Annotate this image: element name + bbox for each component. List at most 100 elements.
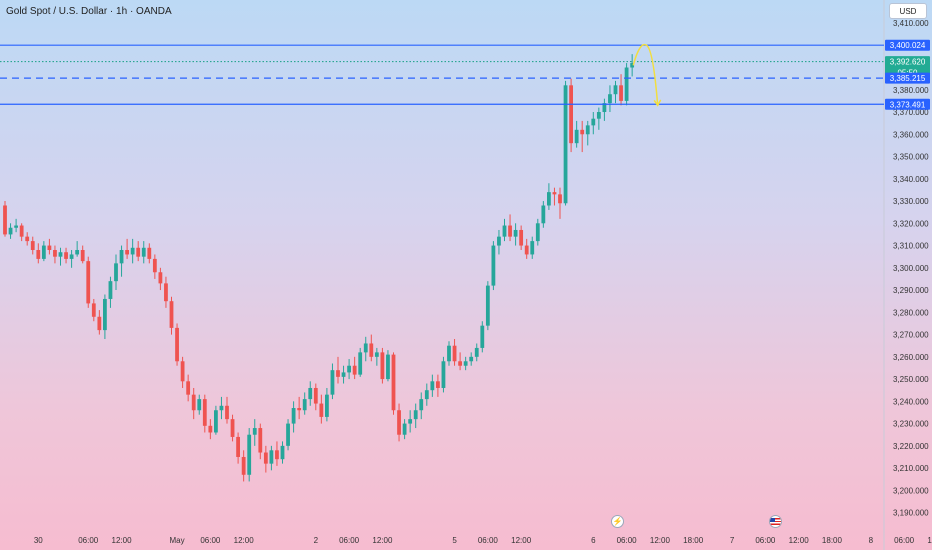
candle-body <box>286 423 290 446</box>
candle <box>341 365 346 384</box>
candle <box>86 256 91 308</box>
candle-body <box>164 283 168 302</box>
candle <box>624 63 629 106</box>
candle <box>613 80 618 104</box>
candle-body <box>25 236 30 242</box>
candle-body <box>602 103 607 113</box>
candle <box>147 243 152 264</box>
candle-body <box>241 456 246 475</box>
candle-body <box>36 250 41 259</box>
y-tick-label: 3,210.000 <box>893 464 929 473</box>
candle-body <box>608 94 612 104</box>
us-flag-icon[interactable] <box>769 515 782 528</box>
candle <box>175 323 179 366</box>
candle <box>53 245 57 264</box>
candle-body <box>419 399 424 411</box>
candle-body <box>53 250 57 257</box>
candle-body <box>441 361 446 388</box>
x-tick-label: 06:00 <box>755 536 776 545</box>
candle <box>325 387 329 422</box>
candle <box>36 243 41 264</box>
candle-body <box>302 399 307 411</box>
candle <box>374 347 379 366</box>
x-tick-label: 18:00 <box>822 536 843 545</box>
candle-body <box>352 365 357 375</box>
x-tick-label: 06:00 <box>78 536 99 545</box>
candle <box>408 410 413 433</box>
candle-body <box>325 394 329 417</box>
candle <box>302 392 307 415</box>
candle-body <box>3 205 7 235</box>
candle-body <box>180 361 185 382</box>
candle <box>535 218 540 246</box>
currency-button[interactable]: USD <box>889 3 927 19</box>
candle <box>552 187 557 206</box>
candle <box>202 394 207 433</box>
candle-body <box>125 250 129 255</box>
y-tick-label: 3,280.000 <box>893 308 929 317</box>
candle-body <box>347 365 351 373</box>
candle-body <box>58 252 63 257</box>
candle-body <box>75 250 80 255</box>
y-tick-label: 3,350.000 <box>893 153 929 162</box>
y-tick-label: 3,340.000 <box>893 175 929 184</box>
candle <box>191 387 196 420</box>
candle <box>164 276 168 308</box>
candle <box>286 419 290 451</box>
candle-body <box>64 252 68 259</box>
candle-body <box>413 410 418 420</box>
candle-body <box>363 343 368 353</box>
candle-body <box>563 85 568 204</box>
candle <box>108 276 113 308</box>
candle <box>47 238 52 255</box>
y-tick-label: 3,320.000 <box>893 219 929 228</box>
candle-body <box>574 129 579 144</box>
x-tick-label: 30 <box>34 536 43 545</box>
candle <box>25 232 30 246</box>
candle-body <box>541 205 546 224</box>
candle-body <box>491 245 496 286</box>
candle-body <box>474 347 479 357</box>
candle <box>419 392 424 420</box>
candle-body <box>191 394 196 411</box>
candle <box>169 296 174 335</box>
candle-body <box>280 445 285 460</box>
y-tick-label: 3,190.000 <box>893 509 929 518</box>
x-tick-label: 5 <box>452 536 457 545</box>
candle <box>208 419 213 440</box>
price-level-label: 3,373.491 <box>890 100 926 109</box>
candle-body <box>424 390 429 400</box>
candle-body <box>169 301 174 328</box>
candle <box>347 359 351 380</box>
x-tick-label: 12:00 <box>650 536 671 545</box>
candle-body <box>219 405 224 411</box>
candle <box>58 247 63 266</box>
candle <box>524 238 529 259</box>
price-level-tag <box>885 39 930 51</box>
candle-body <box>91 303 96 317</box>
candle <box>180 356 185 388</box>
candle <box>558 187 562 219</box>
candle <box>591 112 596 135</box>
candle-body <box>319 403 324 417</box>
candle <box>130 238 135 264</box>
x-tick-label: 06:00 <box>894 536 915 545</box>
candle-body <box>158 272 163 284</box>
candle <box>8 223 13 239</box>
y-tick-label: 3,260.000 <box>893 353 929 362</box>
candle <box>152 254 157 279</box>
lightning-icon[interactable]: ⚡ <box>611 515 624 528</box>
y-tick-label: 3,290.000 <box>893 286 929 295</box>
x-tick-label: 06:00 <box>200 536 221 545</box>
candle-body <box>152 258 157 273</box>
candle-body <box>19 225 24 237</box>
candle <box>424 383 429 406</box>
x-tick-label: 12:00 <box>372 536 393 545</box>
candle-body <box>269 450 274 464</box>
candle-body <box>391 354 396 411</box>
candle-body <box>480 325 485 348</box>
candle <box>386 350 390 382</box>
x-tick-label: 12:00 <box>511 536 532 545</box>
